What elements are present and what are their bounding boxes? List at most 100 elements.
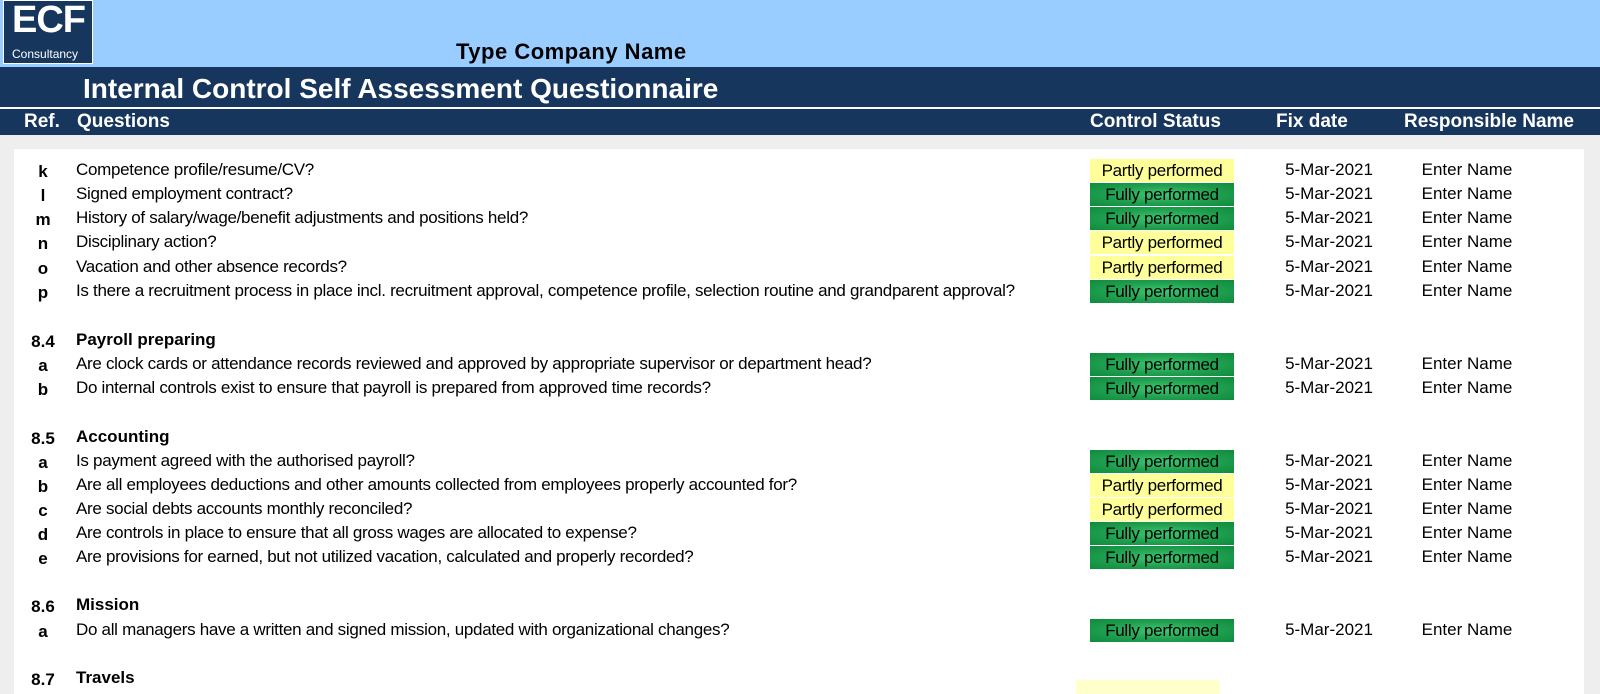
section-title[interactable]: Travels <box>76 668 135 687</box>
ref-cell[interactable]: 8.7 <box>31 670 55 689</box>
ref-cell[interactable]: 8.4 <box>31 332 55 351</box>
question-text[interactable]: Are social debts accounts monthly reconc… <box>76 499 413 518</box>
question-text[interactable]: Signed employment contract? <box>76 184 293 203</box>
fix-date-cell[interactable]: 5-Mar-2021 <box>1285 523 1373 542</box>
question-text[interactable]: Are all employees deductions and other a… <box>76 475 797 494</box>
column-header-questions: Questions <box>77 111 170 132</box>
question-text[interactable]: Is there a recruitment process in place … <box>76 281 1015 300</box>
fix-date-cell[interactable]: 5-Mar-2021 <box>1285 475 1373 494</box>
responsible-name-cell[interactable]: Enter Name <box>1421 451 1513 470</box>
ref-cell[interactable]: d <box>37 525 49 544</box>
control-status-cell[interactable]: Fully performed <box>1090 183 1234 206</box>
section-row: 8.6 Mission <box>14 594 1584 618</box>
section-row: 8.4 Payroll preparing <box>14 329 1584 353</box>
control-status-cell[interactable]: Partly performed <box>1090 498 1234 521</box>
ref-cell[interactable]: b <box>37 380 49 399</box>
fix-date-cell[interactable]: 5-Mar-2021 <box>1285 232 1373 251</box>
question-text[interactable]: Are controls in place to ensure that all… <box>76 523 637 542</box>
fix-date-cell[interactable]: 5-Mar-2021 <box>1285 547 1373 566</box>
section-row: 8.7 Travels <box>14 667 1584 691</box>
control-status-cell[interactable]: Partly performed <box>1090 231 1234 254</box>
control-status-cell[interactable]: Partly performed <box>1090 159 1234 182</box>
responsible-name-cell[interactable]: Enter Name <box>1421 523 1513 542</box>
ref-cell[interactable]: 8.6 <box>31 597 55 616</box>
control-status-cell[interactable]: Fully performed <box>1090 450 1234 473</box>
control-status-cell[interactable]: Fully performed <box>1090 353 1234 376</box>
company-name-cell[interactable]: Type Company Name <box>456 39 687 64</box>
responsible-name-cell[interactable]: Enter Name <box>1421 354 1513 373</box>
fix-date-cell[interactable]: 5-Mar-2021 <box>1285 184 1373 203</box>
fix-date-cell[interactable]: 5-Mar-2021 <box>1285 451 1373 470</box>
ref-cell[interactable]: a <box>38 453 48 472</box>
question-text[interactable]: Is payment agreed with the authorised pa… <box>76 451 415 470</box>
question-text[interactable]: Are provisions for earned, but not utili… <box>76 547 694 566</box>
question-text[interactable]: Are clock cards or attendance records re… <box>76 354 872 373</box>
responsible-name-cell[interactable]: Enter Name <box>1421 232 1513 251</box>
logo-main-text: ECF <box>12 0 86 41</box>
ref-cell[interactable]: b <box>37 477 49 496</box>
ref-cell[interactable]: c <box>38 501 48 520</box>
fix-date-cell[interactable]: 5-Mar-2021 <box>1285 208 1373 227</box>
ref-cell[interactable]: l <box>40 186 46 205</box>
fix-date-cell[interactable]: 5-Mar-2021 <box>1285 281 1373 300</box>
ref-cell[interactable]: a <box>38 622 48 641</box>
fix-date-cell[interactable]: 5-Mar-2021 <box>1285 257 1373 276</box>
control-status-cell[interactable]: Partly performed <box>1090 256 1234 279</box>
section-title[interactable]: Accounting <box>76 427 170 446</box>
section-title[interactable]: Payroll preparing <box>76 330 216 349</box>
question-row: m History of salary/wage/benefit adjustme… <box>14 207 1584 231</box>
column-header-row: Ref. Questions Control Status Fix date R… <box>0 109 1600 135</box>
fix-date-cell[interactable]: 5-Mar-2021 <box>1285 160 1373 179</box>
ref-cell[interactable]: a <box>38 356 48 375</box>
ref-cell[interactable]: e <box>38 549 48 568</box>
title-banner: Internal Control Self Assessment Questio… <box>0 67 1600 107</box>
question-text[interactable]: Vacation and other absence records? <box>76 257 347 276</box>
responsible-name-cell[interactable]: Enter Name <box>1421 208 1513 227</box>
question-row: b Are all employees deductions and other … <box>14 474 1584 498</box>
column-header-responsible-name: Responsible Name <box>1404 111 1574 132</box>
question-text[interactable]: Competence profile/resume/CV? <box>76 160 314 179</box>
control-status-cell[interactable]: Fully performed <box>1090 546 1234 569</box>
responsible-name-cell[interactable]: Enter Name <box>1421 160 1513 179</box>
column-header-ref: Ref. <box>24 111 60 132</box>
control-status-cell[interactable]: Fully performed <box>1090 377 1234 400</box>
control-status-cell[interactable]: Fully performed <box>1090 522 1234 545</box>
fix-date-cell[interactable]: 5-Mar-2021 <box>1285 620 1373 639</box>
ref-cell[interactable]: m <box>35 210 51 229</box>
ref-cell[interactable]: n <box>37 234 49 253</box>
control-status-cell[interactable]: Partly performed <box>1090 474 1234 497</box>
question-text[interactable]: Do all managers have a written and signe… <box>76 620 730 639</box>
question-row: a Is payment agreed with the authorised p… <box>14 450 1584 474</box>
responsible-name-cell[interactable]: Enter Name <box>1421 499 1513 518</box>
question-text[interactable]: History of salary/wage/benefit adjustmen… <box>76 208 528 227</box>
responsible-name-cell[interactable]: Enter Name <box>1421 281 1513 300</box>
ref-cell[interactable]: k <box>38 162 48 181</box>
question-row: l Signed employment contract? Fully perfor… <box>14 183 1584 207</box>
fix-date-cell[interactable]: 5-Mar-2021 <box>1285 354 1373 373</box>
responsible-name-cell[interactable]: Enter Name <box>1421 257 1513 276</box>
question-row: p Is there a recruitment process in place… <box>14 280 1584 304</box>
status-cell-partial[interactable] <box>1076 680 1220 694</box>
question-row: a Do all managers have a written and sign… <box>14 619 1584 643</box>
question-row: n Disciplinary action? Partly performed 5-M… <box>14 231 1584 255</box>
control-status-cell[interactable]: Fully performed <box>1090 619 1234 642</box>
fix-date-cell[interactable]: 5-Mar-2021 <box>1285 499 1373 518</box>
ref-cell[interactable]: p <box>37 283 49 302</box>
question-text[interactable]: Disciplinary action? <box>76 232 217 251</box>
section-row: 8.5 Accounting <box>14 426 1584 450</box>
section-title[interactable]: Mission <box>76 595 140 614</box>
responsible-name-cell[interactable]: Enter Name <box>1421 378 1513 397</box>
page-title: Internal Control Self Assessment Questio… <box>83 73 719 104</box>
responsible-name-cell[interactable]: Enter Name <box>1421 547 1513 566</box>
question-row: a Are clock cards or attendance records r… <box>14 353 1584 377</box>
question-text[interactable]: Do internal controls exist to ensure tha… <box>76 378 711 397</box>
question-row: e Are provisions for earned, but not util… <box>14 546 1584 570</box>
ref-cell[interactable]: o <box>37 259 49 278</box>
ref-cell[interactable]: 8.5 <box>31 429 55 448</box>
control-status-cell[interactable]: Fully performed <box>1090 280 1234 303</box>
responsible-name-cell[interactable]: Enter Name <box>1421 475 1513 494</box>
responsible-name-cell[interactable]: Enter Name <box>1421 620 1513 639</box>
fix-date-cell[interactable]: 5-Mar-2021 <box>1285 378 1373 397</box>
control-status-cell[interactable]: Fully performed <box>1090 207 1234 230</box>
responsible-name-cell[interactable]: Enter Name <box>1421 184 1513 203</box>
